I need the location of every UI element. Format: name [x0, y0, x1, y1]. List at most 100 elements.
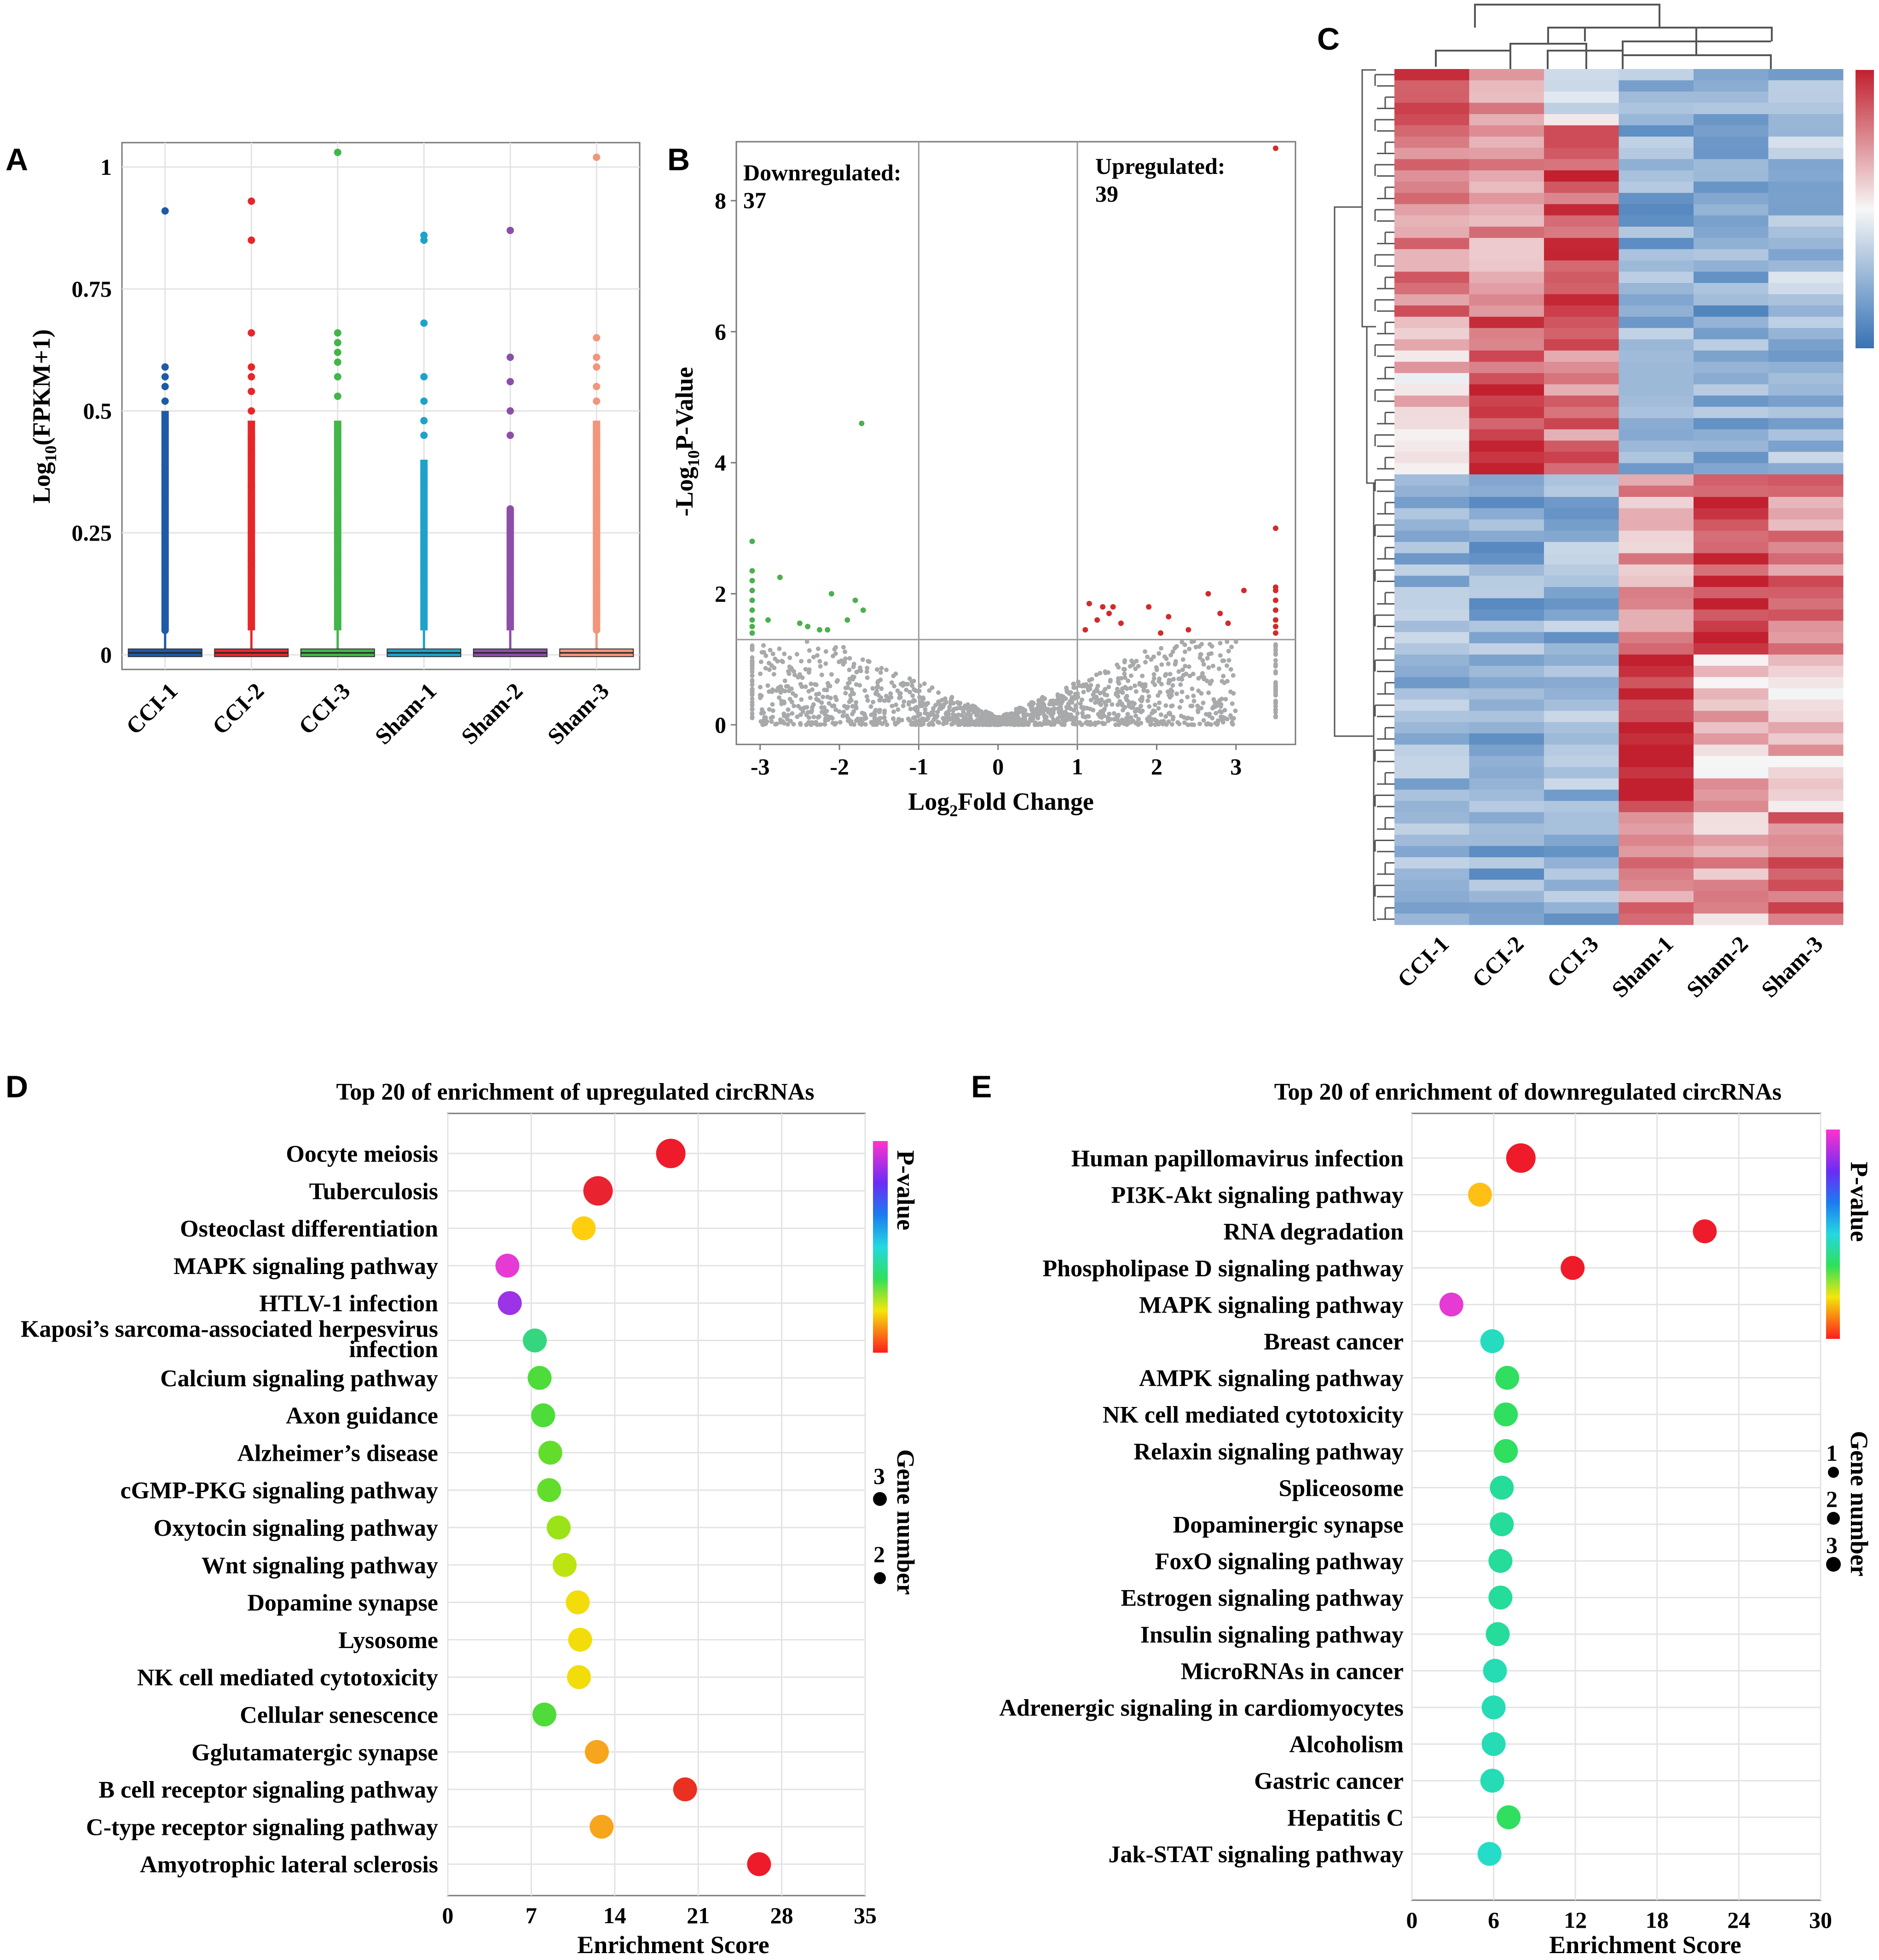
heatmap-cell [1469, 790, 1544, 801]
null-point [815, 653, 820, 658]
heatmap-cell [1469, 136, 1544, 148]
null-point [1140, 709, 1145, 714]
outlier-point [420, 397, 428, 405]
null-point [750, 679, 755, 684]
outlier-point [334, 520, 341, 528]
heatmap-cell [1694, 576, 1769, 588]
heatmap-cell [1394, 835, 1469, 847]
heatmap-cell [1694, 711, 1769, 722]
panel-c-heatmap: CCI-1 CCI-2 CCI-3 Sham-1 Sham-2 Sham-3 [1334, 4, 1874, 1003]
null-point [750, 644, 755, 649]
heatmap-cell [1768, 69, 1844, 81]
heatmap-cell [1394, 688, 1469, 700]
heatmap-cell [1469, 755, 1544, 767]
outlier-point [593, 598, 601, 605]
heatmap-cell [1394, 485, 1469, 497]
heatmap-cell [1394, 530, 1469, 542]
null-point [1213, 721, 1218, 726]
null-point [1204, 721, 1209, 726]
null-point [1016, 707, 1021, 712]
null-point [1091, 708, 1096, 713]
null-point [1120, 703, 1125, 708]
heatmap-cell [1694, 328, 1769, 340]
null-point [806, 689, 811, 694]
null-point [770, 651, 775, 657]
null-point [778, 720, 783, 725]
null-point [865, 698, 870, 703]
heatmap-cell [1694, 812, 1769, 824]
heatmap-cell [1544, 193, 1619, 205]
dot-d-16 [584, 1740, 609, 1764]
null-point [823, 661, 828, 666]
category-e-16: Alcoholism [1289, 1732, 1404, 1758]
null-point [1221, 674, 1226, 679]
heatmap-cell [1768, 485, 1844, 497]
null-point [1152, 703, 1157, 708]
null-point [958, 722, 963, 727]
heatmap-cell [1394, 440, 1469, 452]
heatmap-cell [1469, 857, 1544, 869]
heatmap-cell [1768, 159, 1844, 171]
heatmap-cell [1394, 204, 1469, 216]
null-point [1037, 703, 1042, 708]
outlier-point [248, 451, 255, 459]
null-point [825, 694, 830, 699]
null-point [750, 658, 755, 663]
null-point [1170, 683, 1175, 688]
null-point [1273, 710, 1278, 715]
heatmap-cell [1469, 91, 1544, 103]
null-point [1104, 692, 1110, 698]
x-tick-a-5: Sham-3 [543, 678, 614, 749]
null-point [1135, 708, 1140, 713]
outlier-point [334, 487, 341, 495]
heatmap-cell [1394, 801, 1469, 813]
category-d-11: Wnt signaling pathway [202, 1552, 438, 1579]
dots-e [1439, 1143, 1717, 1866]
null-point [798, 722, 803, 727]
category-e-11: FoxO signaling pathway [1155, 1549, 1404, 1575]
null-point [882, 709, 887, 714]
category-e-4: MAPK signaling pathway [1139, 1292, 1404, 1318]
null-point [787, 664, 792, 669]
dot-e-13 [1486, 1622, 1510, 1646]
heatmap-cell [1694, 553, 1769, 565]
null-point [1145, 716, 1150, 721]
size-legend-dot-e-0 [1828, 1467, 1839, 1478]
heatmap-cell [1768, 609, 1844, 621]
heatmap-cell [1394, 598, 1469, 610]
null-point [841, 645, 846, 650]
heatmap-cell [1394, 80, 1469, 92]
heatmap-cell [1694, 249, 1769, 261]
heatmap-cell [1768, 790, 1844, 801]
null-point [1151, 672, 1156, 677]
heatmap-cell [1544, 823, 1619, 835]
heatmap-cell [1469, 148, 1544, 160]
null-point [891, 709, 896, 715]
heatmap-cell [1544, 812, 1619, 824]
x-tick-e-3: 18 [1646, 1907, 1669, 1933]
null-point [1223, 697, 1228, 702]
outlier-point [161, 573, 169, 581]
x-tick-a-2: CCI-3 [294, 678, 355, 739]
outlier-point [506, 577, 514, 585]
size-legend-e-2: 3 [1826, 1532, 1838, 1558]
y-tick-a-2: 0.5 [83, 398, 112, 424]
null-point [1145, 689, 1150, 694]
null-point [1178, 682, 1183, 687]
null-point [1029, 700, 1034, 705]
null-point [1078, 721, 1083, 726]
heatmap-cell [1394, 226, 1469, 238]
null-point [847, 676, 852, 681]
null-point [1100, 721, 1105, 726]
heatmap-cell [1768, 857, 1844, 869]
heatmap-cell [1619, 778, 1694, 790]
heatmap-cell [1544, 913, 1619, 925]
heatmap-cell [1394, 677, 1469, 689]
dot-d-9 [537, 1478, 561, 1502]
panel-a-boxplot: 00.250.50.751 CCI-1 CCI-2 CCI-3 Sham-1 Sham-… [28, 142, 641, 749]
null-point [1176, 669, 1181, 674]
heatmap-cell [1469, 643, 1544, 655]
null-point [1224, 663, 1229, 668]
x-tick-b-0: -3 [751, 754, 770, 779]
dots-d [495, 1139, 771, 1876]
